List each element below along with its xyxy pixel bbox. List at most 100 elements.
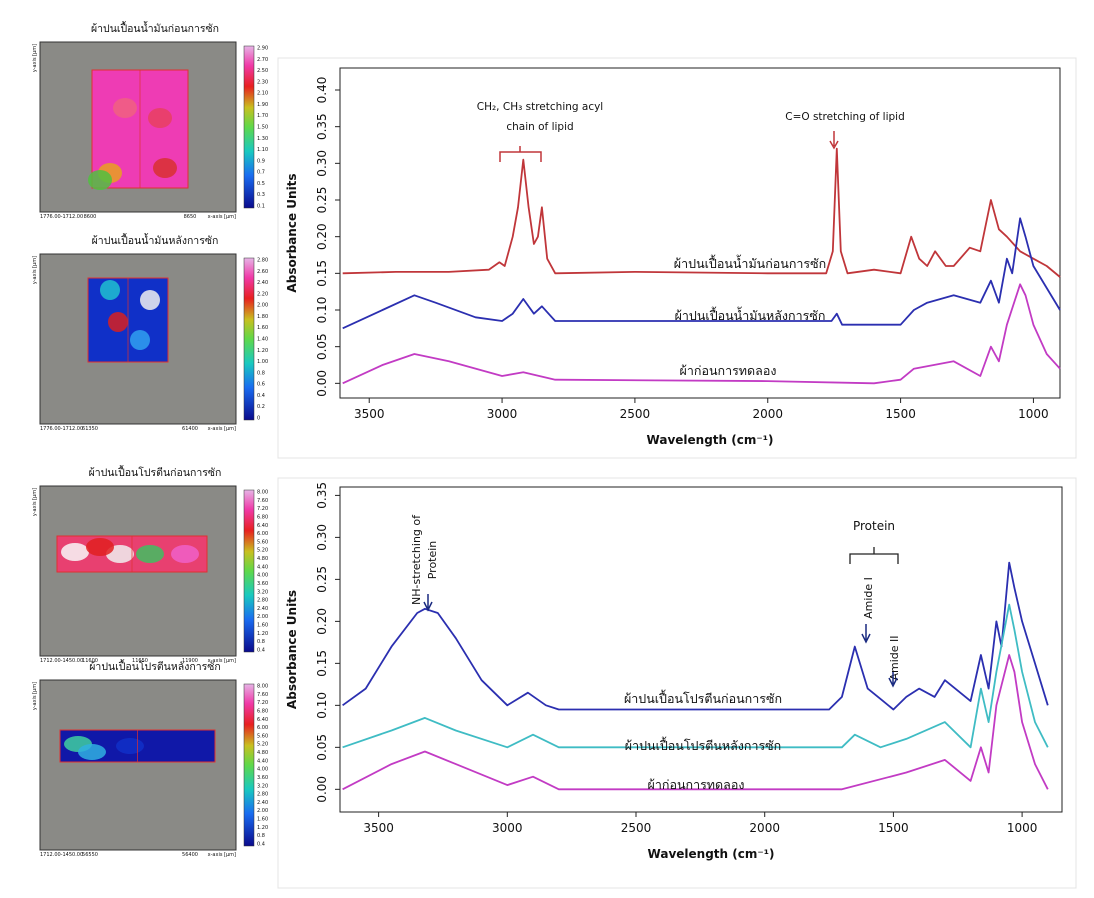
colorbar-label: 0.4 bbox=[257, 393, 265, 399]
colorbar-label: 7.20 bbox=[257, 506, 268, 512]
bracket bbox=[499, 146, 542, 162]
series-label: ผ้าก่อนการทดลอง bbox=[648, 777, 745, 792]
chart-frame bbox=[277, 57, 1077, 459]
series-label: ผ้าปนเปื้อนโปรตีนหลังการซัก bbox=[625, 736, 781, 753]
y-tick-label: 0.20 bbox=[315, 608, 329, 635]
heatmap-spot bbox=[171, 545, 199, 563]
panel-x-label: x-axis [µm] bbox=[208, 426, 236, 432]
x-tick-label: 2000 bbox=[749, 821, 780, 835]
panel-footer: 1712.00-1450.00 bbox=[40, 852, 83, 858]
panel-y-label: y-axis [µm] bbox=[32, 44, 38, 72]
colorbar-label: 1.70 bbox=[257, 113, 268, 119]
y-tick-label: 0.35 bbox=[315, 113, 329, 140]
heatmap-spot bbox=[148, 108, 172, 128]
x-axis-label: Wavelength (cm⁻¹) bbox=[647, 433, 774, 447]
x-tick-label: 3500 bbox=[363, 821, 394, 835]
spectrum-line bbox=[342, 147, 1061, 278]
heatmap-spot bbox=[88, 170, 112, 190]
colorbar-label: 3.20 bbox=[257, 589, 268, 595]
colorbar-label: 1.20 bbox=[257, 631, 268, 637]
colorbar-label: 1.80 bbox=[257, 314, 268, 320]
arrow bbox=[829, 131, 839, 150]
arrow bbox=[861, 624, 871, 644]
x-tick-label: 2500 bbox=[621, 821, 652, 835]
colorbar-label: 2.90 bbox=[257, 46, 268, 52]
colorbar-label: 1.40 bbox=[257, 337, 268, 343]
chart-frame bbox=[277, 477, 1077, 889]
colorbar-label: 2.40 bbox=[257, 606, 268, 612]
colorbar-label: 1.30 bbox=[257, 136, 268, 142]
panel-title: ผ้าปนเปื้อนโปรตีนก่อนการซัก bbox=[89, 465, 222, 479]
heatmap-spot bbox=[153, 158, 177, 178]
y-tick-label: 0.40 bbox=[315, 77, 329, 104]
annotation: CH₂, CH₃ stretching acyl bbox=[477, 101, 603, 113]
colorbar bbox=[243, 683, 255, 847]
colorbar bbox=[243, 45, 255, 209]
panel-x-tick: 8600 bbox=[84, 214, 97, 220]
panel-title: ผ้าปนเปื้อนน้ำมันก่อนการซัก bbox=[91, 21, 219, 35]
panel-footer: 1776.00-1712.00 bbox=[40, 426, 83, 432]
colorbar-label: 4.80 bbox=[257, 556, 268, 562]
colorbar-label: 0.8 bbox=[257, 639, 265, 645]
colorbar-label: 4.40 bbox=[257, 564, 268, 570]
colorbar-label: 5.20 bbox=[257, 742, 268, 748]
colorbar-label: 2.30 bbox=[257, 79, 268, 85]
panel-footer: 1776.00-1712.00 bbox=[40, 214, 83, 220]
annotation: Protein bbox=[426, 541, 439, 580]
heatmap-spot bbox=[86, 538, 114, 556]
colorbar-label: 6.40 bbox=[257, 523, 268, 529]
colorbar bbox=[243, 489, 255, 653]
colorbar-label: 2.60 bbox=[257, 269, 268, 275]
colorbar-label: 0.8 bbox=[257, 370, 265, 376]
heatmap-spot bbox=[136, 545, 164, 563]
series-label: ผ้าปนเปื้อนน้ำมันหลังการซัก bbox=[675, 306, 826, 323]
heatmap-spot bbox=[130, 330, 150, 350]
colorbar-label: 2.80 bbox=[257, 792, 268, 798]
panel-y-label: y-axis [µm] bbox=[32, 682, 38, 710]
x-tick-label: 1000 bbox=[1018, 407, 1049, 421]
annotation: Amide II bbox=[888, 635, 901, 680]
arrow bbox=[888, 672, 898, 688]
colorbar-label: 6.00 bbox=[257, 725, 268, 731]
colorbar-label: 0 bbox=[257, 416, 260, 422]
colorbar-label: 2.00 bbox=[257, 614, 268, 620]
y-tick-label: 0.30 bbox=[315, 150, 329, 177]
colorbar-label: 4.00 bbox=[257, 573, 268, 579]
colorbar-label: 7.60 bbox=[257, 498, 268, 504]
panel-x-tick: 61350 bbox=[82, 426, 98, 432]
y-axis-label: Absorbance Units bbox=[285, 590, 299, 709]
y-tick-label: 0.05 bbox=[315, 333, 329, 360]
x-tick-label: 3000 bbox=[492, 821, 523, 835]
colorbar-label: 4.80 bbox=[257, 750, 268, 756]
panel-x-tick: 11650 bbox=[132, 658, 148, 664]
colorbar-label: 2.00 bbox=[257, 808, 268, 814]
spectrum-line bbox=[342, 654, 1049, 791]
colorbar-label: 7.20 bbox=[257, 700, 268, 706]
y-tick-label: 0.25 bbox=[315, 566, 329, 593]
x-tick-label: 3500 bbox=[354, 407, 385, 421]
colorbar-label: 2.80 bbox=[257, 258, 268, 264]
colorbar-label: 2.00 bbox=[257, 303, 268, 309]
micrograph bbox=[39, 679, 237, 851]
colorbar-label: 8.00 bbox=[257, 490, 268, 496]
panel-x-tick: 11600 bbox=[82, 658, 98, 664]
colorbar-label: 0.7 bbox=[257, 170, 265, 176]
colorbar-label: 0.3 bbox=[257, 192, 265, 198]
colorbar-label: 1.00 bbox=[257, 359, 268, 365]
colorbar-label: 6.80 bbox=[257, 708, 268, 714]
series-label: ผ้าปนเปื้อนน้ำมันก่อนการซัก bbox=[674, 254, 826, 271]
colorbar-label: 2.40 bbox=[257, 280, 268, 286]
colorbar-label: 2.10 bbox=[257, 91, 268, 97]
colorbar-label: 1.50 bbox=[257, 125, 268, 131]
y-tick-label: 0.05 bbox=[315, 734, 329, 761]
y-tick-label: 0.10 bbox=[315, 297, 329, 324]
colorbar-label: 0.8 bbox=[257, 833, 265, 839]
colorbar bbox=[243, 257, 255, 421]
colorbar-label: 7.60 bbox=[257, 692, 268, 698]
annotation: C=O stretching of lipid bbox=[785, 111, 905, 123]
colorbar-label: 1.60 bbox=[257, 817, 268, 823]
heatmap-spot bbox=[116, 738, 144, 754]
colorbar-label: 1.90 bbox=[257, 102, 268, 108]
colorbar-label: 1.60 bbox=[257, 325, 268, 331]
panel-x-tick: 11900 bbox=[182, 658, 198, 664]
